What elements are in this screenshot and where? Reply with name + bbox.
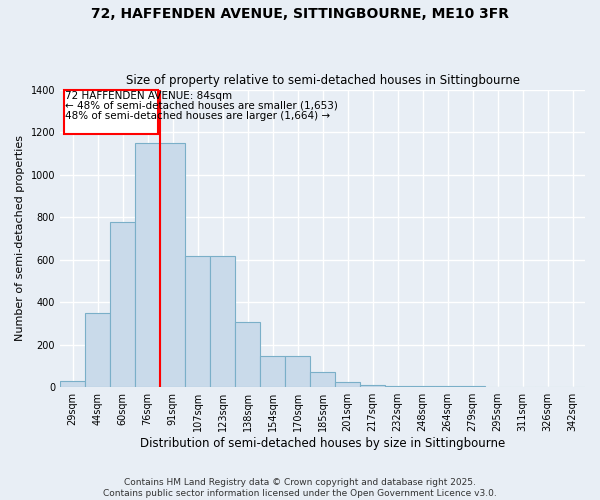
Text: 72, HAFFENDEN AVENUE, SITTINGBOURNE, ME10 3FR: 72, HAFFENDEN AVENUE, SITTINGBOURNE, ME1… (91, 8, 509, 22)
Bar (160, 142, 185, 387)
X-axis label: Distribution of semi-detached houses by size in Sittingbourne: Distribution of semi-detached houses by … (140, 437, 505, 450)
Bar (135, 142, 160, 387)
Text: 48% of semi-detached houses are larger (1,664) →: 48% of semi-detached houses are larger (… (65, 111, 330, 121)
Y-axis label: Number of semi-detached properties: Number of semi-detached properties (15, 136, 25, 342)
Bar (110, 222, 135, 387)
Bar (410, 386, 435, 387)
Bar (285, 356, 310, 387)
Bar (260, 356, 285, 387)
Bar (310, 372, 335, 387)
Bar (360, 385, 385, 387)
Bar (435, 386, 460, 387)
Bar (210, 256, 235, 387)
Bar (185, 256, 210, 387)
Bar (385, 386, 410, 387)
Text: Contains HM Land Registry data © Crown copyright and database right 2025.
Contai: Contains HM Land Registry data © Crown c… (103, 478, 497, 498)
Bar (460, 386, 485, 387)
Title: Size of property relative to semi-detached houses in Sittingbourne: Size of property relative to semi-detach… (125, 74, 520, 87)
Bar (60, 381, 85, 387)
Bar (335, 382, 360, 387)
Bar (235, 322, 260, 387)
Bar (85, 313, 110, 387)
Text: ← 48% of semi-detached houses are smaller (1,653): ← 48% of semi-detached houses are smalle… (65, 100, 338, 110)
Text: 72 HAFFENDEN AVENUE: 84sqm: 72 HAFFENDEN AVENUE: 84sqm (65, 90, 232, 101)
FancyBboxPatch shape (64, 90, 158, 134)
